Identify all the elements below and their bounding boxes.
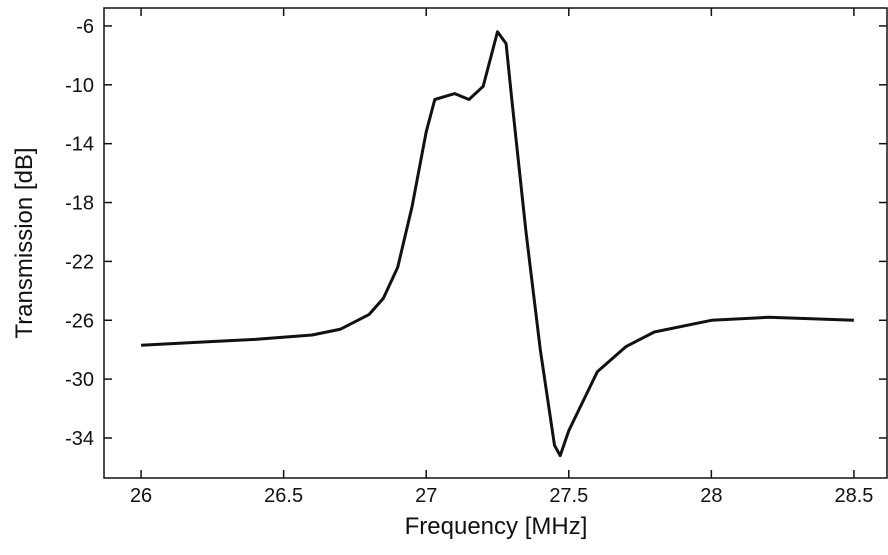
y-tick-label: -18 [65, 193, 94, 215]
x-axis-label: Frequency [MHz] [405, 513, 588, 540]
x-tick-label: 26.5 [264, 485, 303, 507]
y-tick-label: -30 [65, 369, 94, 391]
x-tick-label: 27 [415, 485, 437, 507]
data-line [141, 30, 854, 458]
y-tick-label: -34 [65, 428, 94, 450]
x-tick-label: 27.5 [549, 485, 588, 507]
x-tick-label: 28.5 [834, 485, 873, 507]
y-tick-label: -14 [65, 134, 94, 156]
x-tick-label: 26 [130, 485, 152, 507]
y-tick-label: -6 [76, 16, 94, 38]
y-tick-label: -22 [65, 251, 94, 273]
y-tick-label: -10 [65, 75, 94, 97]
x-tick-label: 28 [700, 485, 722, 507]
y-tick-label: -26 [65, 310, 94, 332]
plot-frame [103, 7, 888, 479]
y-axis-label: Transmission [dB] [11, 147, 38, 338]
